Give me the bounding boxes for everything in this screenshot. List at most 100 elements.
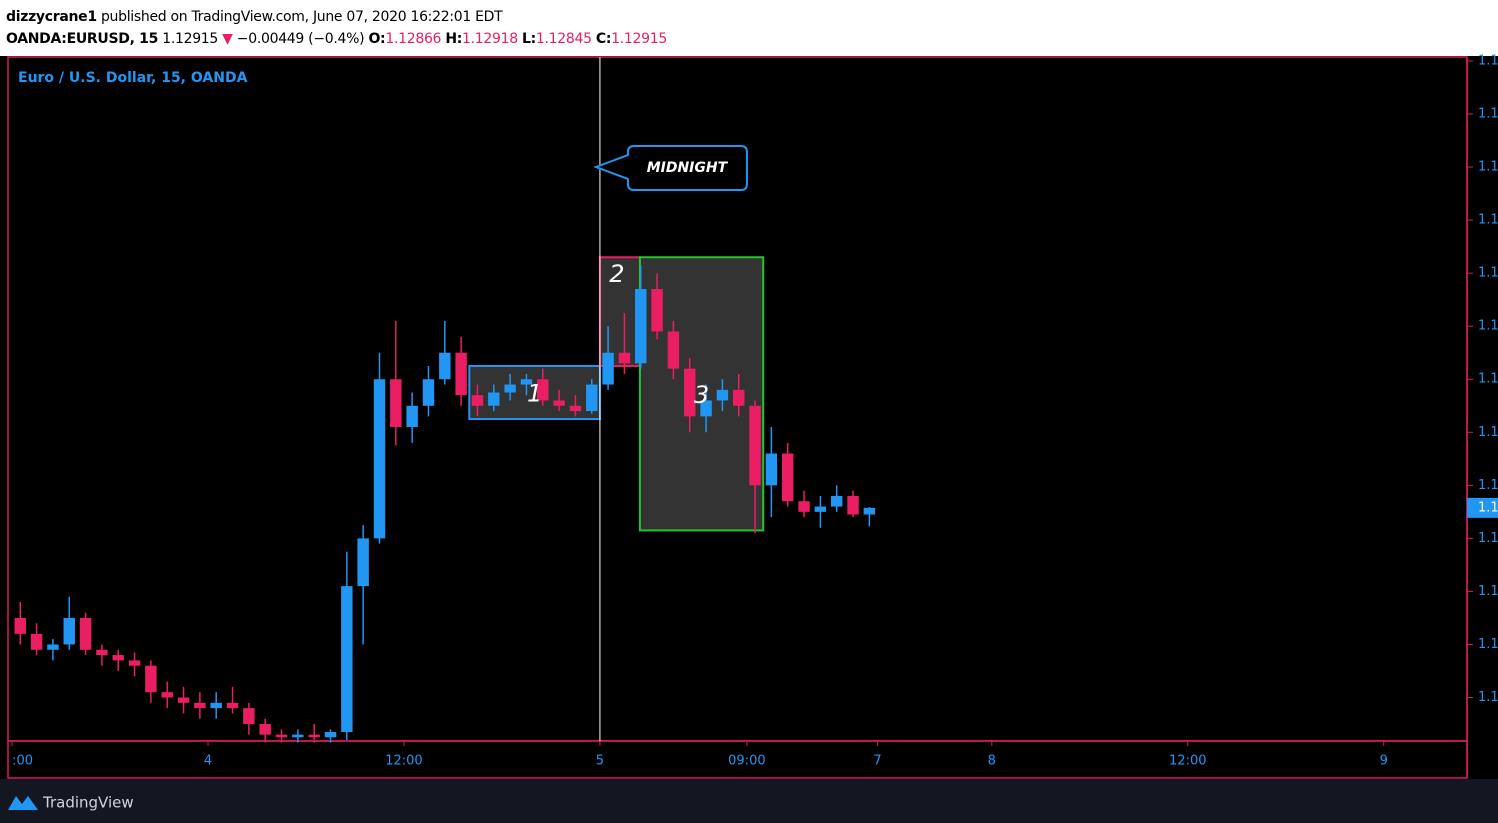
candle-body <box>259 724 271 735</box>
x-tick-label: 12:00 <box>1169 754 1206 769</box>
candle-body <box>30 633 43 650</box>
candle-body <box>863 507 876 515</box>
header: dizzycrane1 published on TradingView.com… <box>6 6 667 50</box>
candle-body <box>275 734 288 738</box>
candle-body <box>210 702 222 709</box>
x-tick-label: 09:00 <box>728 754 765 769</box>
candle-body <box>194 702 206 709</box>
candle-body <box>471 395 484 406</box>
candle-body <box>602 352 614 385</box>
x-tick-label: 8 <box>988 754 996 769</box>
o-label: O: <box>368 31 386 47</box>
candle-body <box>765 453 778 486</box>
published: published on TradingView.com, June 07, 2… <box>100 9 503 25</box>
candle-body <box>161 692 173 698</box>
candle-body <box>830 495 843 507</box>
y-tick-label: 1.1 <box>1478 319 1498 334</box>
candle-body <box>716 389 729 401</box>
candle-body <box>700 400 712 417</box>
header-line: OANDA:EURUSD, 15 1.12915 ▼ −0.00449 (−0.… <box>6 28 667 50</box>
candle-body <box>586 384 598 412</box>
x-tick-label: 5 <box>596 754 604 769</box>
chart-title: Euro / U.S. Dollar, 15, OANDA <box>18 70 248 86</box>
candle-body <box>635 289 647 364</box>
candle-body <box>406 405 418 427</box>
x-tick-label: 4 <box>204 754 212 769</box>
last: 1.12915 <box>162 31 219 47</box>
candle-body <box>308 734 320 738</box>
box-label: 2 <box>609 260 624 288</box>
candle-body <box>47 644 59 650</box>
open: 1.12866 <box>385 31 442 47</box>
candle-body <box>292 734 304 738</box>
y-tick-label: 1.1 <box>1478 690 1498 705</box>
candle-body <box>798 501 810 512</box>
candle-body <box>390 379 402 427</box>
candle-body <box>749 405 761 486</box>
x-tick-label: :00 <box>12 754 33 769</box>
candle-body <box>684 368 696 417</box>
change: −0.00449 (−0.4%) <box>236 31 365 47</box>
x-tick-label: 12:00 <box>385 754 422 769</box>
x-tick-label: 9 <box>1380 754 1388 769</box>
y-tick-label: 1.1 <box>1478 107 1498 122</box>
candle-body <box>357 538 369 587</box>
close: 1.12915 <box>611 31 667 47</box>
candle-body <box>667 331 680 369</box>
candle-body <box>488 392 500 406</box>
arrow: ▼ <box>222 31 233 47</box>
y-tick-label: 1.1 <box>1478 213 1498 228</box>
candle-body <box>520 379 533 385</box>
l-label: L: <box>521 31 536 47</box>
y-tick-label: 1.1 <box>1478 160 1498 175</box>
y-tick-label: 1.1 <box>1478 372 1498 387</box>
candle-body <box>733 389 745 406</box>
y-tick-label: 1.1 <box>1478 478 1498 493</box>
box-label: 3 <box>694 381 709 409</box>
h-label: H: <box>445 31 463 47</box>
candle-body <box>96 649 108 656</box>
candle-body <box>128 660 141 666</box>
low: 1.12845 <box>535 31 592 47</box>
candle-body <box>553 400 565 406</box>
footer-bg <box>0 779 1498 823</box>
y-tick-label: 1.1 <box>1478 53 1498 68</box>
candle-body <box>504 384 516 393</box>
candle-body <box>569 405 582 412</box>
candle-body <box>226 702 239 709</box>
candle-body <box>455 352 467 396</box>
candle-body <box>814 506 827 512</box>
logo <box>8 796 38 810</box>
symbol: OANDA:EURUSD, 15 <box>6 31 159 47</box>
candle-body <box>79 617 92 650</box>
candle-body <box>177 697 190 703</box>
y-tick-label: 1.1 <box>1478 584 1498 599</box>
candle-body <box>651 289 663 332</box>
candle-body <box>439 352 451 380</box>
candle-body <box>63 617 75 645</box>
c-label: C: <box>595 31 612 47</box>
brand: TradingView <box>42 794 134 812</box>
candle-body <box>781 453 794 502</box>
candle-body <box>373 379 386 539</box>
last-price-tag <box>1467 497 1498 518</box>
callout-label: MIDNIGHT <box>647 160 729 176</box>
candle-body <box>537 379 549 401</box>
callout <box>593 145 748 191</box>
candle-body <box>341 586 353 732</box>
y-tick-label: 1.1 <box>1478 531 1498 546</box>
candle-body <box>112 655 124 661</box>
candle-body <box>847 495 859 515</box>
author: dizzycrane1 <box>6 9 97 25</box>
candle-body <box>243 708 255 725</box>
candle-body <box>14 617 26 634</box>
candle-body <box>422 379 435 406</box>
high: 1.12918 <box>462 31 518 47</box>
last-price-label: 1.1 <box>1478 500 1498 515</box>
x-tick-label: 7 <box>873 754 881 769</box>
y-tick-label: 1.1 <box>1478 266 1498 281</box>
candle-body <box>618 352 631 364</box>
y-tick-label: 1.1 <box>1478 637 1498 652</box>
